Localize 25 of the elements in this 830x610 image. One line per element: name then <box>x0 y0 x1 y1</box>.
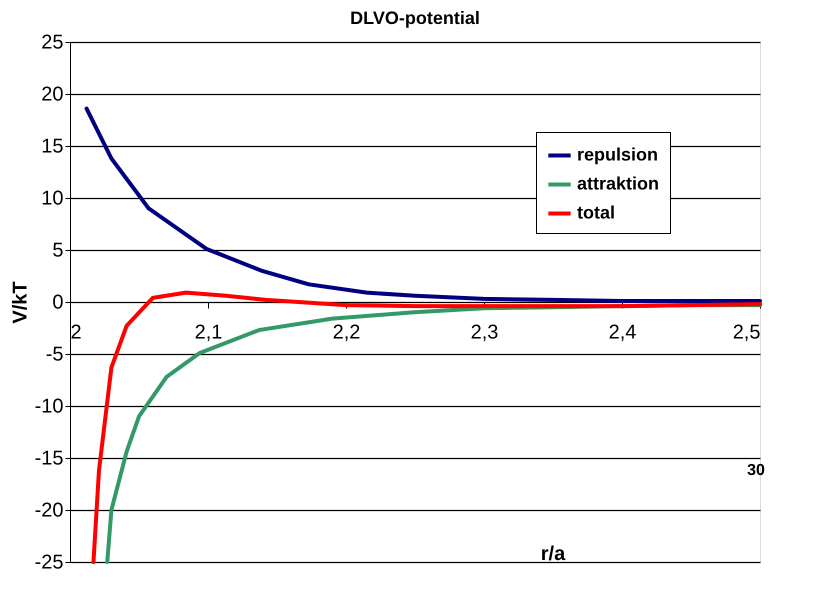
x-tick-label: 2 <box>70 322 82 344</box>
y-tick-label: 5 <box>52 240 64 262</box>
annotation: 30 <box>747 462 765 479</box>
y-tick-label: 0 <box>52 292 64 314</box>
y-tick-label: -5 <box>46 344 64 366</box>
y-tick-label: 10 <box>41 188 64 210</box>
y-tick-label: -25 <box>34 552 64 574</box>
y-tick-label: 20 <box>41 84 64 106</box>
legend-label: total <box>577 202 615 222</box>
x-tick-label: 2,2 <box>332 322 360 344</box>
line-series <box>84 106 762 303</box>
x-tick-label: 2,5 <box>732 322 760 344</box>
y-tick-label: -15 <box>34 448 64 470</box>
x-axis-title: r/a <box>540 543 566 565</box>
y-tick-label: 15 <box>41 136 64 158</box>
legend-label: attraktion <box>577 174 660 194</box>
y-tick-label: -10 <box>34 396 64 418</box>
x-tick-label: 2,4 <box>608 322 636 344</box>
y-tick-label: -20 <box>34 500 64 522</box>
x-tick-label: 2,1 <box>194 322 222 344</box>
y-tick-label: 25 <box>41 32 64 54</box>
legend-label: repulsion <box>577 144 658 164</box>
y-axis-title: V/kT <box>10 281 32 324</box>
chart-title: DLVO-potential <box>350 8 480 28</box>
x-tick-label: 2,3 <box>470 322 498 344</box>
